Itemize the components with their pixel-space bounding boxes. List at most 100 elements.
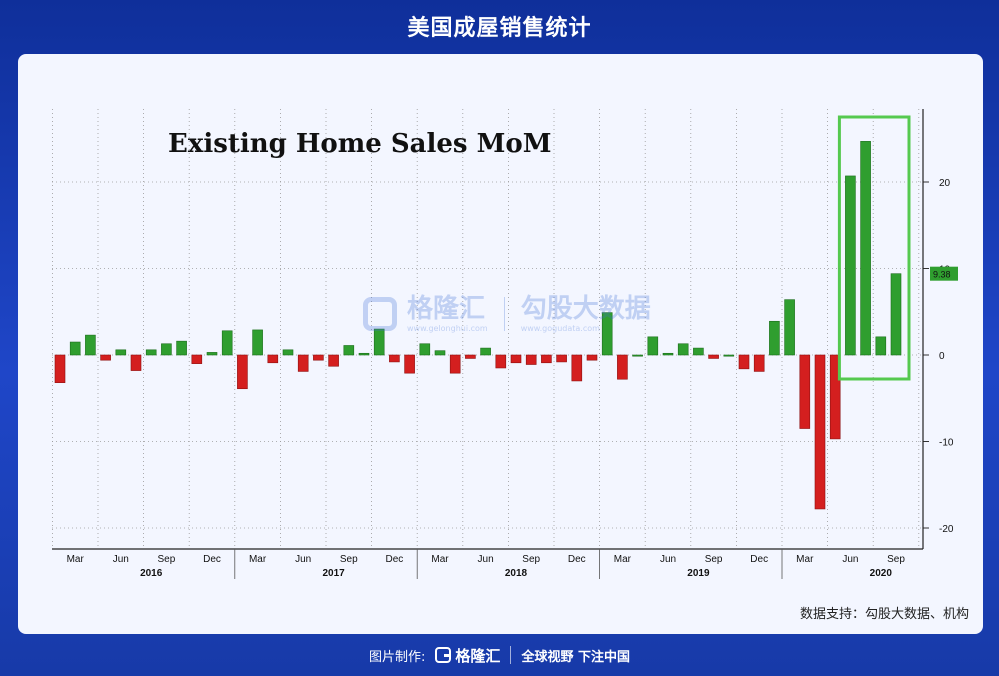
- bar: [389, 354, 400, 363]
- watermark-brand: 格隆汇: [407, 294, 486, 324]
- watermark-brand-url: www.gelonghui.com: [407, 324, 488, 333]
- bar: [601, 312, 613, 356]
- bar: [586, 354, 598, 361]
- footer-brand: 格隆汇: [455, 646, 501, 665]
- x-month-label: Sep: [340, 554, 358, 565]
- chart-card: 20100-10-209.38MarJunSepDecMarJunSepDecM…: [18, 54, 983, 634]
- watermark-partner-url: www.gogudata.com: [520, 324, 600, 333]
- x-year-label: 2016: [140, 568, 163, 579]
- gelonghui-logo-icon: [435, 647, 452, 663]
- x-month-label: Sep: [158, 554, 176, 565]
- bar: [829, 354, 841, 440]
- bar: [85, 334, 96, 356]
- x-month-label: Sep: [522, 554, 540, 565]
- x-month-label: Mar: [67, 554, 85, 565]
- bar: [404, 354, 415, 374]
- x-month-label: Mar: [796, 554, 814, 565]
- x-month-label: Jun: [295, 554, 311, 565]
- bar: [510, 354, 522, 364]
- bar: [784, 299, 795, 356]
- bar-chart: 20100-10-209.38MarJunSepDecMarJunSepDecM…: [52, 109, 958, 579]
- footer-slogan: 全球视野 下注中国: [521, 649, 630, 665]
- bar: [206, 352, 218, 356]
- footer-divider: [510, 646, 512, 664]
- page-title: 美国成屋销售统计: [407, 16, 592, 41]
- x-month-label: Jun: [113, 554, 129, 565]
- y-tick-label: 0: [939, 351, 945, 362]
- footer: 图片制作: 格隆汇 全球视野 下注中国: [0, 642, 999, 668]
- bar: [799, 354, 811, 429]
- highlight-box: [837, 115, 911, 381]
- bar: [54, 354, 66, 383]
- bar: [100, 354, 111, 361]
- watermark: 格隆汇 www.gelonghui.com 勾股大数据 www.gogudata…: [363, 294, 651, 333]
- bar: [753, 354, 765, 372]
- bar: [434, 350, 446, 356]
- bar: [647, 336, 659, 356]
- data-source: 数据支持：勾股大数据、机构: [799, 607, 969, 622]
- bar: [313, 354, 324, 361]
- chart-title: Existing Home Sales MoM: [168, 129, 552, 159]
- x-month-label: Jun: [660, 554, 676, 565]
- x-month-label: Sep: [887, 554, 905, 565]
- bar: [693, 347, 704, 356]
- bar: [845, 175, 856, 356]
- bar: [115, 349, 127, 356]
- x-month-label: Mar: [249, 554, 267, 565]
- x-month-label: Jun: [478, 554, 494, 565]
- x-month-label: Dec: [750, 554, 768, 565]
- bar: [465, 354, 476, 359]
- bar: [191, 354, 203, 364]
- bar: [860, 141, 871, 356]
- bar: [571, 354, 583, 382]
- bar: [525, 354, 537, 365]
- bar: [769, 320, 780, 356]
- x-month-label: Dec: [386, 554, 404, 565]
- bar: [723, 354, 735, 357]
- x-month-label: Dec: [203, 554, 221, 565]
- gelonghui-logo-icon: [363, 296, 397, 331]
- x-month-label: Sep: [705, 554, 723, 565]
- x-month-label: Jun: [842, 554, 858, 565]
- bar: [176, 340, 187, 356]
- bar: [632, 354, 643, 357]
- bar: [343, 345, 355, 356]
- footer-logo: 格隆汇: [435, 645, 500, 666]
- bar: [358, 352, 370, 356]
- x-month-label: Mar: [614, 554, 632, 565]
- bar: [617, 354, 628, 380]
- bar: [541, 354, 552, 364]
- bar: [738, 354, 750, 370]
- y-tick-label: -20: [939, 524, 954, 535]
- x-year-label: 2020: [870, 568, 893, 579]
- bar: [373, 328, 385, 356]
- bar: [328, 354, 339, 367]
- bar: [297, 354, 309, 372]
- x-year-label: 2017: [322, 568, 345, 579]
- y-tick-label: 20: [939, 178, 951, 189]
- bar: [145, 349, 157, 356]
- bar: [890, 273, 902, 356]
- y-tick-label: -10: [939, 438, 954, 449]
- bar: [495, 354, 507, 369]
- bar: [237, 354, 248, 390]
- bar: [875, 336, 887, 356]
- watermark-partner: 勾股大数据: [520, 294, 651, 324]
- bar: [69, 341, 81, 356]
- x-year-label: 2018: [505, 568, 528, 579]
- footer-made-by: 图片制作:: [369, 649, 426, 665]
- bar: [449, 354, 461, 374]
- bar: [662, 352, 674, 356]
- bar: [814, 354, 826, 510]
- bar: [130, 354, 142, 371]
- bar: [282, 349, 294, 356]
- last-value-tag: [930, 266, 958, 281]
- x-year-label: 2019: [687, 568, 710, 579]
- bar: [419, 343, 431, 356]
- bar: [677, 343, 689, 356]
- bar: [480, 347, 491, 356]
- bar: [161, 343, 172, 356]
- bar: [252, 329, 263, 356]
- x-month-label: Dec: [568, 554, 586, 565]
- bar: [221, 330, 233, 356]
